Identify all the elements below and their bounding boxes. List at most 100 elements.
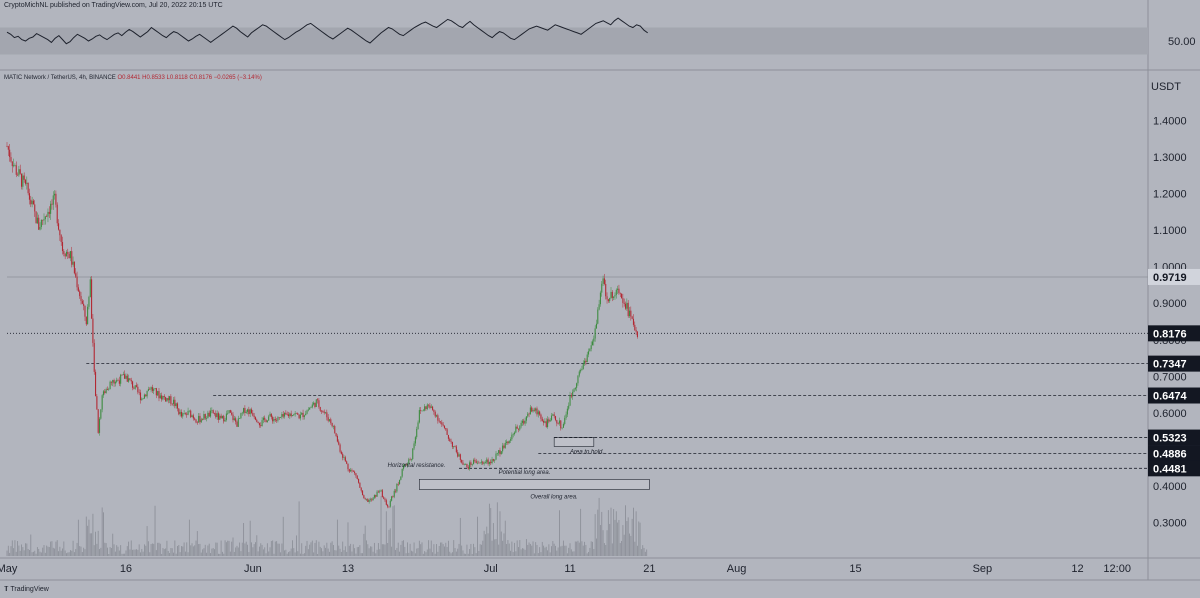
candle-body xyxy=(154,388,156,390)
candle-body xyxy=(340,451,342,454)
volume-bar xyxy=(573,551,575,556)
candle-body xyxy=(553,414,555,417)
volume-bar xyxy=(314,542,316,556)
volume-bar xyxy=(46,545,48,556)
candle-body xyxy=(235,418,237,422)
volume-bar xyxy=(336,519,338,556)
volume-bar xyxy=(311,540,313,556)
volume-bar xyxy=(302,553,304,556)
volume-bar xyxy=(362,553,363,556)
candle-body xyxy=(85,316,87,325)
candle-body xyxy=(287,414,290,417)
volume-bar xyxy=(266,543,268,556)
volume-bar xyxy=(161,553,163,556)
candle-body xyxy=(531,407,533,412)
candle-body xyxy=(22,175,24,187)
volume-bar xyxy=(525,539,527,556)
volume-bar xyxy=(237,547,239,556)
candle-body xyxy=(499,450,501,455)
candle-body xyxy=(63,251,65,254)
volume-bar xyxy=(157,542,159,556)
volume-bar xyxy=(603,543,605,556)
candle-body xyxy=(451,442,453,447)
volume-bar xyxy=(184,551,186,556)
candle-body xyxy=(393,490,395,497)
volume-bar xyxy=(520,549,522,556)
volume-bar xyxy=(551,546,552,556)
candle-body xyxy=(388,506,390,508)
candle-body xyxy=(142,398,144,400)
volume-bar xyxy=(14,540,16,556)
volume-bar xyxy=(421,542,423,556)
price-label-box xyxy=(1148,445,1200,462)
volume-bar xyxy=(373,542,375,556)
candle-body xyxy=(83,303,85,306)
candle-body xyxy=(480,461,483,463)
volume-bar xyxy=(561,545,563,556)
volume-bar xyxy=(72,540,74,556)
candle-body xyxy=(319,407,321,411)
candle-body xyxy=(354,471,356,474)
volume-bar xyxy=(372,551,374,556)
volume-bar xyxy=(474,547,476,556)
volume-bar xyxy=(565,545,567,556)
candle-body xyxy=(428,404,430,406)
volume-bar xyxy=(470,543,472,556)
candle-body xyxy=(108,389,110,390)
candle-body xyxy=(573,389,575,392)
candle-body xyxy=(352,470,354,472)
candle-body xyxy=(190,410,192,418)
volume-bar xyxy=(559,510,560,556)
volume-bar xyxy=(383,544,385,556)
candle-body xyxy=(346,461,348,464)
candle-body xyxy=(76,276,78,288)
candle-body xyxy=(139,392,142,401)
candle-body xyxy=(582,363,584,369)
volume-bar xyxy=(606,530,608,556)
volume-bar xyxy=(228,540,230,556)
volume-bar xyxy=(342,541,344,556)
candle-body xyxy=(358,479,360,483)
candle-body xyxy=(433,409,435,412)
candle-body xyxy=(463,464,465,466)
symbol-name: MATIC Network / TetherUS, 4h, BINANCE xyxy=(4,75,116,81)
y-tick-label: 1.2000 xyxy=(1153,189,1187,201)
volume-bar xyxy=(441,542,443,556)
candle-body xyxy=(28,193,31,200)
candle-body xyxy=(198,415,200,423)
volume-bar xyxy=(371,546,373,556)
volume-bar xyxy=(437,551,439,556)
candle-body xyxy=(507,441,509,444)
candle-body xyxy=(130,379,132,382)
candle-body xyxy=(233,418,235,421)
candle-body xyxy=(498,450,500,454)
candle-body xyxy=(400,476,402,480)
candle-body xyxy=(65,251,68,257)
candle-body xyxy=(603,278,605,284)
x-tick-label: Aug xyxy=(727,563,747,575)
volume-bar xyxy=(212,548,214,556)
volume-bar xyxy=(416,548,418,556)
candle-body xyxy=(109,381,111,390)
volume-bar xyxy=(249,520,251,556)
volume-bar xyxy=(385,511,387,556)
candle-body xyxy=(171,403,173,405)
volume-bar xyxy=(410,550,412,556)
candle-body xyxy=(18,169,20,176)
volume-bar xyxy=(642,545,644,556)
volume-bar xyxy=(481,544,482,556)
volume-bar xyxy=(149,552,151,556)
candle-body xyxy=(410,459,412,460)
candle-body xyxy=(17,174,19,176)
candle-body xyxy=(334,426,336,434)
candle-body xyxy=(89,279,91,297)
candle-body xyxy=(221,415,223,419)
volume-bar xyxy=(366,540,367,556)
volume-bar xyxy=(330,542,332,556)
candle-body xyxy=(406,463,409,466)
volume-bar xyxy=(491,540,493,556)
candle-body xyxy=(161,395,163,400)
volume-bar xyxy=(465,553,467,556)
candle-body xyxy=(449,438,451,442)
